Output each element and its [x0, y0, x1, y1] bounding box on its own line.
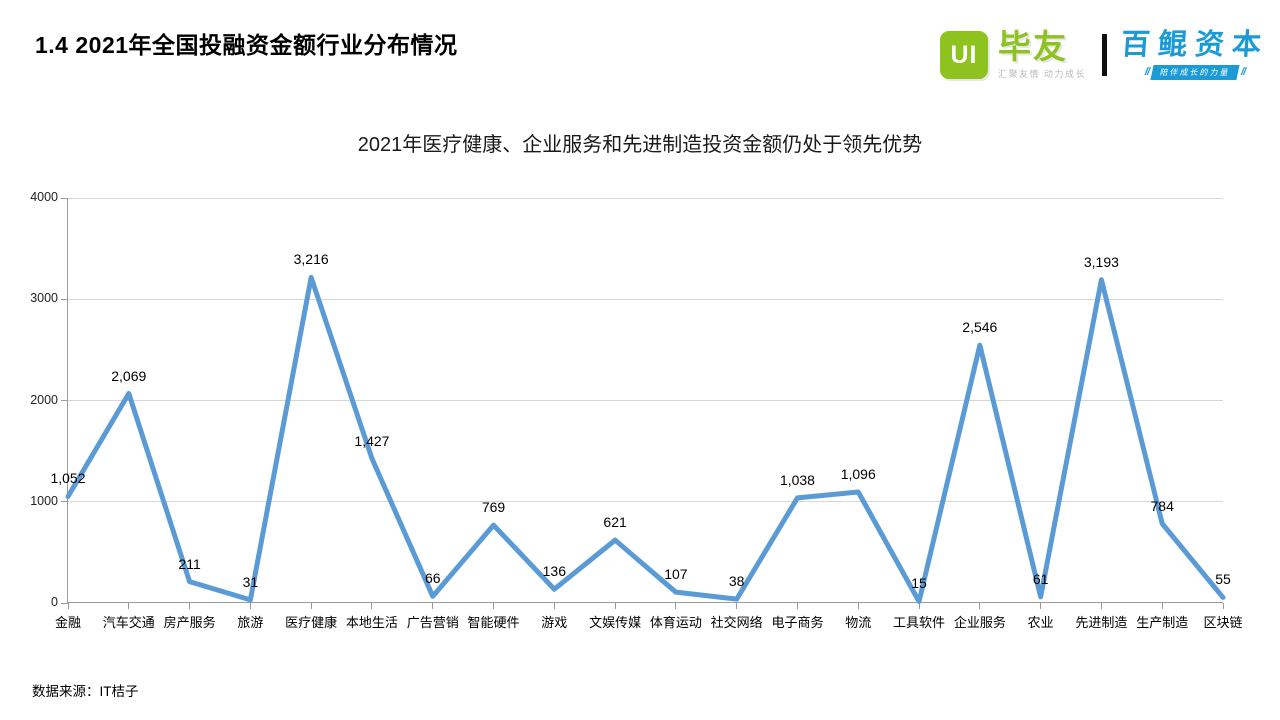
x-axis-tick-label: 汽车交通 [102, 615, 155, 630]
x-axis-tick [918, 603, 920, 609]
logo-divider [1102, 34, 1108, 76]
x-axis-tick-label: 区块链 [1203, 615, 1243, 630]
line-series-svg [65, 274, 1226, 604]
data-point-label: 3,216 [293, 251, 329, 268]
gridline [68, 400, 1223, 401]
x-axis-tick [979, 603, 981, 609]
data-source-note: 数据来源：IT桔子 [32, 684, 139, 699]
data-point-label: 1,096 [840, 466, 876, 483]
y-axis-tick-label: 3000 [30, 291, 58, 306]
x-axis-tick-label: 企业服务 [953, 615, 1006, 630]
y-axis-tick [61, 602, 68, 604]
x-axis-tick [493, 603, 495, 609]
x-axis-tick-label: 体育运动 [649, 615, 702, 630]
x-axis-tick-label: 旅游 [237, 615, 264, 630]
x-axis-tick [189, 603, 191, 609]
x-axis-tick [67, 603, 69, 609]
x-axis-tick-label: 先进制造 [1075, 615, 1128, 630]
x-axis-tick-label: 生产制造 [1136, 615, 1189, 630]
trend-line [65, 274, 1226, 604]
data-point-label: 769 [481, 499, 506, 516]
data-point-label: 55 [1215, 571, 1231, 588]
page-title: 1.4 2021年全国投融资金额行业分布情况 [35, 32, 458, 58]
x-axis-tick-label: 金融 [54, 615, 81, 630]
baikun-logo-badge: // 陪伴成长的力量 // [1142, 64, 1248, 80]
data-point-label: 1,038 [779, 471, 815, 488]
x-axis-tick-label: 医疗健康 [285, 615, 338, 630]
x-axis-tick-label: 工具软件 [893, 615, 946, 630]
x-axis-tick-label: 电子商务 [771, 615, 824, 630]
chart-title: 2021年医疗健康、企业服务和先进制造投资金额仍处于领先优势 [357, 134, 923, 156]
y-axis-tick-label: 4000 [30, 190, 58, 204]
data-point-label: 15 [911, 575, 927, 592]
x-axis-tick-label: 广告营销 [406, 615, 459, 630]
x-axis-tick-label: 游戏 [541, 615, 568, 630]
biyou-logo-name: 毕友 [998, 28, 1068, 65]
x-axis-tick-label: 文娱传媒 [589, 615, 642, 630]
x-axis-tick [796, 603, 798, 609]
data-point-label: 621 [603, 514, 627, 531]
gridline [68, 197, 1223, 199]
baikun-badge-text: 陪伴成长的力量 [1150, 64, 1240, 80]
x-axis-tick-label: 物流 [845, 615, 872, 630]
logo-row: UI 毕友 汇聚友情 动力成长 百鲲资本 // 陪伴成长的力量 // [940, 22, 1271, 88]
x-axis-tick [249, 603, 251, 609]
x-axis-tick [675, 603, 677, 609]
biyou-logo-text: 毕友 汇聚友情 动力成长 [998, 30, 1086, 80]
data-point-label: 38 [728, 573, 745, 590]
x-axis-tick [1222, 603, 1224, 609]
data-point-label: 66 [424, 570, 441, 587]
data-point-label: 136 [542, 563, 566, 580]
gridline [68, 298, 1223, 300]
x-axis-tick-label: 本地生活 [345, 615, 398, 630]
baikun-logo: 百鲲资本 // 陪伴成长的力量 // [1119, 28, 1271, 80]
x-axis-tick-label: 智能硬件 [467, 615, 520, 630]
y-axis-tick [61, 400, 68, 401]
y-axis-tick-label: 0 [51, 595, 58, 609]
x-axis-tick [1040, 603, 1042, 609]
x-axis-tick [614, 603, 616, 609]
x-axis-tick [553, 603, 555, 609]
baikun-logo-name: 百鲲资本 [1119, 28, 1271, 61]
x-axis-tick [857, 603, 859, 609]
x-axis-tick [1161, 603, 1163, 609]
data-point-label: 3,193 [1083, 253, 1119, 270]
x-axis-tick [736, 603, 738, 609]
x-axis-line [67, 602, 1223, 603]
x-axis-tick [310, 603, 312, 609]
x-axis-tick-label: 农业 [1027, 615, 1054, 630]
badge-slash-icon: // [1241, 66, 1246, 78]
y-axis-tick [61, 501, 68, 503]
data-point-label: 211 [178, 555, 201, 572]
y-axis-tick-label: 2000 [30, 392, 58, 407]
y-axis-tick-label: 1000 [30, 493, 58, 508]
y-axis-tick [61, 298, 68, 300]
x-axis-tick [1100, 603, 1102, 609]
plot-area: 0 1000 2000 3000 4000 金融 汽车交通 房产服务 旅游 医疗健康 本地生活 广告营… [30, 190, 1242, 630]
data-point-label: 31 [242, 573, 259, 590]
data-point-label: 107 [664, 566, 688, 583]
data-point-label: 1,427 [354, 432, 390, 449]
gridline [68, 501, 1223, 503]
x-axis-tick-label: 社交网络 [710, 615, 763, 630]
data-point-label: 2,546 [962, 319, 998, 336]
x-axis-tick [371, 603, 373, 609]
data-point-label: 784 [1150, 497, 1174, 514]
data-point-label: 61 [1032, 570, 1049, 587]
x-axis-tick-label: 房产服务 [163, 615, 216, 630]
x-axis-tick [128, 603, 130, 609]
y-axis-tick [61, 197, 68, 199]
biyou-logo-tagline: 汇聚友情 动力成长 [998, 69, 1087, 79]
data-point-label: 2,069 [111, 367, 147, 384]
badge-slash-icon: // [1144, 66, 1150, 78]
x-axis-tick [432, 603, 434, 609]
data-point-label: 1,052 [50, 470, 86, 487]
biyou-logo-icon: UI [940, 31, 988, 79]
